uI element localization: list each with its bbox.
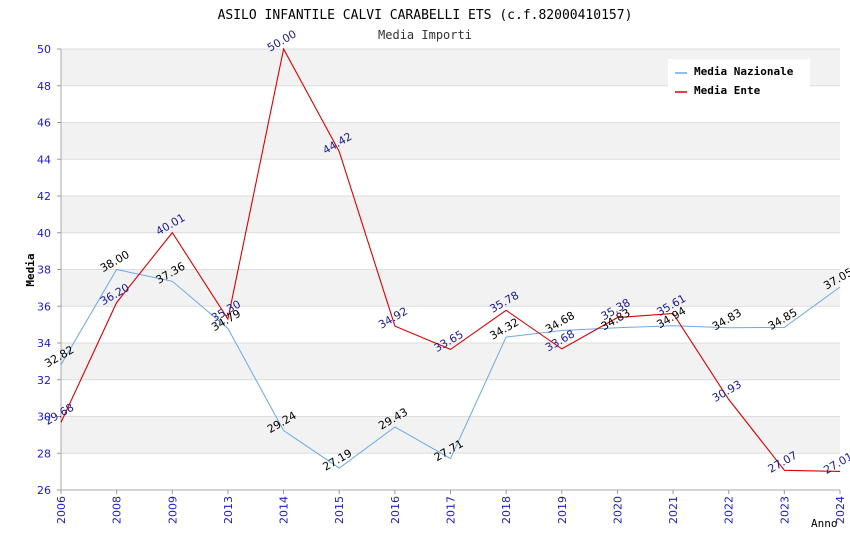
chart-subtitle: Media Importi [378,28,472,42]
y-tick-label: 32 [37,374,51,387]
y-tick-label: 30 [37,411,51,424]
x-axis-ticks: 2006 2008 2009 2013 2014 2015 2016 2017 2018 2019… [55,490,847,524]
x-tick-label: 2013 [222,496,235,524]
legend: Media Nazionale Media Ente [668,59,810,101]
y-tick-label: 50 [37,43,51,56]
legend-label-media-ente: Media Ente [694,84,761,97]
y-axis-ticks: 26 28 30 32 34 36 38 40 42 44 46 48 50 [37,43,61,497]
x-axis-label: Anno [811,517,838,530]
y-tick-label: 34 [37,337,51,350]
plot-band [61,269,840,307]
y-axis-label: Media [24,253,37,286]
plot-band [61,379,840,417]
y-tick-label: 48 [37,80,51,93]
x-tick-label: 2021 [667,496,680,524]
y-tick-label: 42 [37,190,51,203]
chart-title: ASILO INFANTILE CALVI CARABELLI ETS (c.f… [218,8,633,23]
x-tick-label: 2020 [611,496,624,524]
plot-band [61,159,840,196]
plot-band [61,232,840,270]
x-tick-label: 2023 [778,496,791,524]
x-tick-label: 2009 [166,496,179,524]
x-tick-label: 2019 [556,496,569,524]
plot-band [61,453,840,490]
series-line-media-nazionale [60,268,841,469]
plot-band [61,196,840,233]
y-tick-label: 36 [37,300,51,313]
y-tick-label: 44 [37,153,51,166]
plot-band [61,306,840,343]
x-tick-label: 2016 [389,496,402,524]
x-tick-label: 2018 [500,496,513,524]
x-tick-label: 2022 [723,496,736,524]
x-tick-label: 2008 [111,496,124,524]
y-tick-label: 28 [37,447,51,460]
x-tick-label: 2024 [834,496,847,524]
x-tick-label: 2006 [55,496,68,524]
y-tick-label: 38 [37,264,51,277]
plot-band [61,122,840,160]
series-layer [60,47,841,472]
plot-background-bands [61,49,840,490]
y-tick-label: 40 [37,227,51,240]
plot-band [61,416,840,454]
x-tick-label: 2017 [445,496,458,524]
x-tick-label: 2015 [333,496,346,524]
legend-background [668,59,810,101]
series-line-media-ente [60,47,841,472]
y-tick-label: 26 [37,484,51,497]
y-tick-label: 46 [37,117,51,130]
plot-band [61,343,840,380]
legend-label-media-nazionale: Media Nazionale [694,65,794,78]
x-tick-label: 2014 [278,496,291,524]
